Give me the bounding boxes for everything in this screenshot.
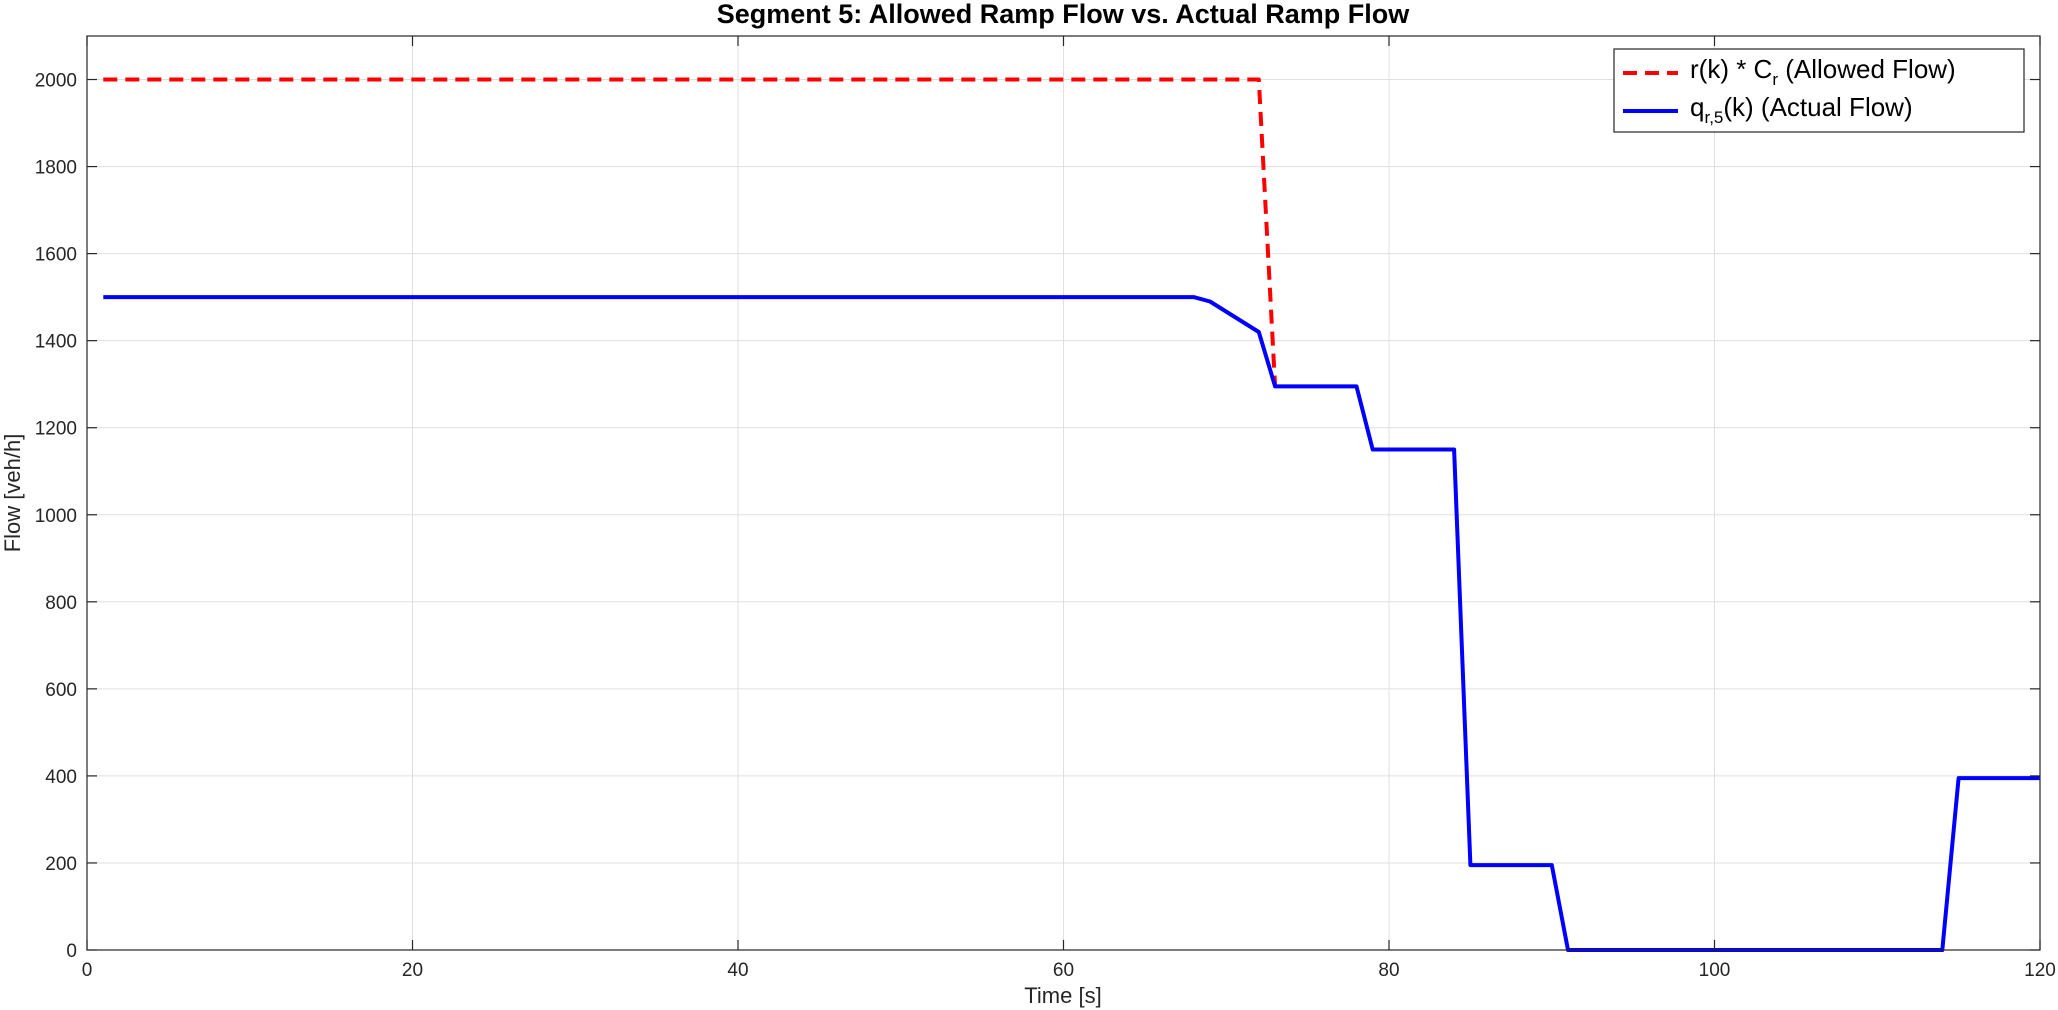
x-tick-label: 100 [1699,960,1731,981]
x-axis-label: Time [s] [1024,983,1101,1008]
legend-actual-suffix: (k) (Actual Flow) [1723,92,1912,122]
series-line-allowed-flow [103,77,1278,387]
legend-entry-allowed-flow: r(k) * Cr (Allowed Flow) [1690,54,1956,89]
x-tick-label: 80 [1378,960,1399,981]
x-tick-label: 120 [2024,960,2056,981]
y-tick-label: 1000 [35,506,77,527]
legend-allowed-main: r(k) * C [1690,54,1772,84]
x-tick-label: 0 [82,960,93,981]
x-tick-label: 60 [1053,960,1074,981]
y-tick-label: 400 [45,767,77,788]
y-tick-label: 1600 [35,245,77,266]
x-tick-label: 40 [727,960,748,981]
y-tick-label: 800 [45,593,77,614]
legend: r(k) * Cr (Allowed Flow) qr,5(k) (Actual… [1613,48,2025,133]
legend-actual-sub: r,5 [1704,108,1723,127]
legend-allowed-suffix: (Allowed Flow) [1778,54,1956,84]
y-axis-label: Flow [veh/h] [0,434,25,553]
y-tick-label: 1400 [35,332,77,353]
y-tick-label: 600 [45,680,77,701]
x-tick-label: 20 [402,960,423,981]
y-tick-label: 0 [66,941,77,962]
y-tick-label: 1800 [35,158,77,179]
y-tick-label: 1200 [35,419,77,440]
legend-actual-main: q [1690,92,1704,122]
legend-entry-actual-flow: qr,5(k) (Actual Flow) [1690,92,1913,127]
legend-allowed-sub: r [1772,70,1778,89]
ticks: 0 20 40 60 80 100 1200200400600800100012001400… [35,36,2056,981]
legend-box [1613,48,2025,133]
chart-title: Segment 5: Allowed Ramp Flow vs. Actual … [717,0,1411,29]
y-tick-label: 2000 [35,71,77,92]
y-tick-label: 200 [45,854,77,875]
